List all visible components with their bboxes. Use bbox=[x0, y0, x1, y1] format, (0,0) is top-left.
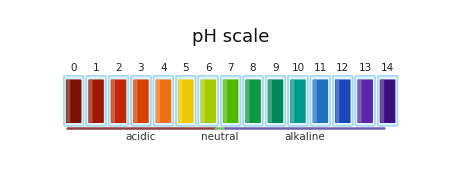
Text: 4: 4 bbox=[160, 63, 166, 73]
Text: 12: 12 bbox=[336, 63, 349, 73]
Text: 9: 9 bbox=[272, 63, 279, 73]
Text: 1: 1 bbox=[93, 63, 99, 73]
Text: 13: 13 bbox=[359, 63, 372, 73]
FancyBboxPatch shape bbox=[291, 80, 294, 123]
Text: 0: 0 bbox=[70, 63, 77, 73]
Text: 7: 7 bbox=[227, 63, 234, 73]
FancyBboxPatch shape bbox=[357, 79, 373, 123]
Text: 8: 8 bbox=[250, 63, 256, 73]
FancyBboxPatch shape bbox=[88, 79, 104, 123]
FancyBboxPatch shape bbox=[64, 76, 84, 126]
FancyBboxPatch shape bbox=[380, 79, 396, 123]
FancyBboxPatch shape bbox=[378, 76, 397, 126]
FancyBboxPatch shape bbox=[246, 80, 250, 123]
FancyBboxPatch shape bbox=[86, 76, 106, 126]
FancyBboxPatch shape bbox=[89, 80, 93, 123]
FancyBboxPatch shape bbox=[66, 79, 81, 123]
Text: 3: 3 bbox=[138, 63, 144, 73]
FancyBboxPatch shape bbox=[111, 80, 115, 123]
Text: 6: 6 bbox=[205, 63, 211, 73]
FancyBboxPatch shape bbox=[268, 79, 283, 123]
FancyBboxPatch shape bbox=[200, 79, 216, 123]
Text: acidic: acidic bbox=[126, 132, 156, 142]
FancyBboxPatch shape bbox=[111, 79, 126, 123]
FancyBboxPatch shape bbox=[131, 76, 151, 126]
FancyBboxPatch shape bbox=[198, 76, 218, 126]
FancyBboxPatch shape bbox=[358, 80, 362, 123]
Text: alkaline: alkaline bbox=[284, 132, 325, 142]
FancyBboxPatch shape bbox=[66, 80, 70, 123]
FancyBboxPatch shape bbox=[134, 80, 137, 123]
Text: 5: 5 bbox=[182, 63, 189, 73]
FancyBboxPatch shape bbox=[288, 76, 308, 126]
FancyBboxPatch shape bbox=[223, 80, 227, 123]
FancyBboxPatch shape bbox=[313, 79, 328, 123]
FancyBboxPatch shape bbox=[178, 79, 194, 123]
FancyBboxPatch shape bbox=[223, 79, 238, 123]
FancyBboxPatch shape bbox=[290, 79, 306, 123]
Text: 10: 10 bbox=[291, 63, 305, 73]
FancyBboxPatch shape bbox=[335, 79, 351, 123]
FancyBboxPatch shape bbox=[178, 80, 182, 123]
FancyBboxPatch shape bbox=[310, 76, 330, 126]
FancyBboxPatch shape bbox=[335, 80, 339, 123]
Text: neutral: neutral bbox=[201, 132, 238, 142]
Text: pH scale: pH scale bbox=[192, 28, 269, 46]
Text: 11: 11 bbox=[314, 63, 327, 73]
FancyBboxPatch shape bbox=[380, 80, 384, 123]
FancyBboxPatch shape bbox=[268, 80, 272, 123]
FancyBboxPatch shape bbox=[176, 76, 196, 126]
FancyBboxPatch shape bbox=[333, 76, 353, 126]
FancyBboxPatch shape bbox=[220, 76, 241, 126]
FancyBboxPatch shape bbox=[266, 76, 285, 126]
FancyBboxPatch shape bbox=[245, 79, 261, 123]
FancyBboxPatch shape bbox=[201, 80, 205, 123]
FancyBboxPatch shape bbox=[133, 79, 148, 123]
FancyBboxPatch shape bbox=[243, 76, 263, 126]
FancyBboxPatch shape bbox=[156, 80, 160, 123]
FancyBboxPatch shape bbox=[153, 76, 173, 126]
Text: 2: 2 bbox=[115, 63, 122, 73]
FancyBboxPatch shape bbox=[108, 76, 128, 126]
FancyBboxPatch shape bbox=[313, 80, 317, 123]
Text: 14: 14 bbox=[381, 63, 394, 73]
FancyBboxPatch shape bbox=[355, 76, 375, 126]
FancyBboxPatch shape bbox=[156, 79, 171, 123]
